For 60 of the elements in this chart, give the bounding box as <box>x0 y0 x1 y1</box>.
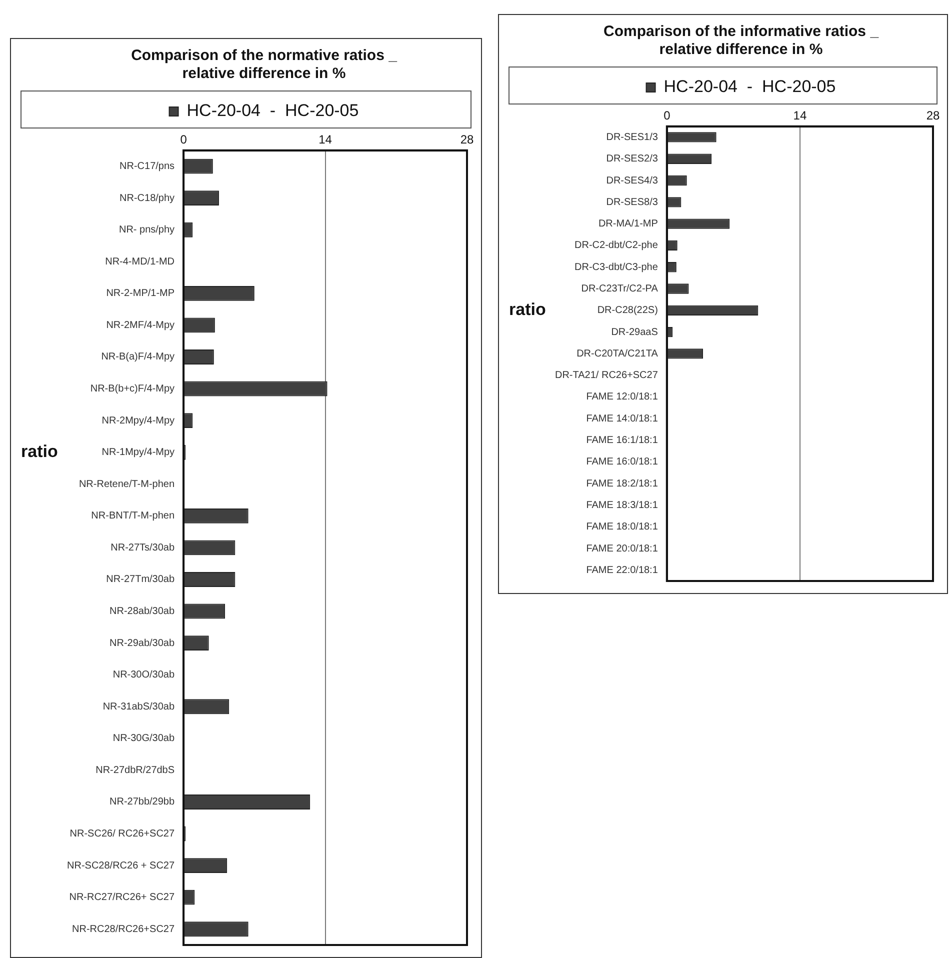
text: Comparison of the informative ratios _ <box>603 23 879 40</box>
y-tick-label: DR-SES1/3 <box>606 132 658 143</box>
y-tick-label: NR-2Mpy/4-Mpy <box>102 415 175 426</box>
y-tick-label: NR-RC27/RC26+ SC27 <box>69 892 175 904</box>
y-tick-label: DR-SES8/3 <box>606 196 658 208</box>
y-tick-label: DR-C20TA/C21TA <box>576 348 658 360</box>
y-tick-label: DR-C2-dbt/C2-phe <box>574 240 658 252</box>
y-tick-label: NR-28ab/30ab <box>109 606 175 618</box>
y-tick-label: NR-4-MD/1-MD <box>105 256 175 268</box>
y-tick-label: NR-2-MP/1-MP <box>106 288 175 300</box>
y-tick-label: NR- pns/phy <box>118 224 175 236</box>
y-tick-label: NR-BNT/T-M-phen <box>91 510 175 522</box>
y-tick-label: DR-SES4/3 <box>606 175 658 186</box>
text: relative difference in % <box>182 65 346 82</box>
legend-label: HC-20-04 - HC-20-05 <box>186 101 359 120</box>
y-tick-label: NR-27Tm/30ab <box>106 574 175 586</box>
y-tick-label: DR-C3-dbt/C3-phe <box>574 262 658 273</box>
text: relative difference in % <box>659 41 823 58</box>
y-tick-label: DR-C23Tr/C2-PA <box>581 284 658 295</box>
x-tick-label: 28 <box>926 108 940 123</box>
y-tick-label: NR-SC26/ RC26+SC27 <box>70 828 175 840</box>
y-tick-label: NR-31abS/30ab <box>102 701 175 712</box>
y-tick-label: DR-C28(22S) <box>597 305 658 316</box>
y-tick-label: NR-27dbR/27dbS <box>96 764 175 776</box>
y-tick-label: FAME 18:3/18:1 <box>586 500 658 511</box>
y-axis-title: ratio <box>21 442 58 462</box>
y-tick-label: FAME 16:1/18:1 <box>586 435 658 446</box>
y-tick-label: NR-C17/pns <box>120 161 175 172</box>
y-tick-label: NR-B(b+c)F/4-Mpy <box>90 384 175 395</box>
text: Comparison of the normative ratios _ <box>131 47 397 64</box>
x-tick-label: 0 <box>664 108 671 123</box>
y-tick-label: DR-29aaS <box>611 326 658 338</box>
y-tick-label: DR-TA21/ RC26+SC27 <box>554 370 658 382</box>
y-tick-label: DR-SES2/3 <box>606 154 658 165</box>
x-tick-label: 0 <box>180 132 188 147</box>
y-tick-label: NR-2MF/4-Mpy <box>106 320 175 331</box>
y-tick-label: NR-27Ts/30ab <box>110 542 175 554</box>
y-tick-label: NR-RC28/RC26+SC27 <box>72 924 175 935</box>
y-tick-label: FAME 12:0/18:1 <box>586 392 658 403</box>
y-tick-label: NR-B(a)F/4-Mpy <box>101 352 175 363</box>
y-tick-label: NR-Retene/T-M-phen <box>78 478 175 490</box>
x-tick-label: 14 <box>793 108 807 123</box>
y-tick-label: NR-1Mpy/4-Mpy <box>102 447 175 458</box>
y-tick-label: FAME 14:0/18:1 <box>586 413 658 424</box>
y-tick-label: NR-27bb/29bb <box>109 796 175 808</box>
y-tick-label: FAME 20:0/18:1 <box>586 543 658 554</box>
y-tick-label: DR-MA/1-MP <box>598 218 658 230</box>
y-tick-label: FAME 16:0/18:1 <box>586 456 658 468</box>
y-tick-label: FAME 22:0/18:1 <box>586 564 658 576</box>
y-tick-label: FAME 18:0/18:1 <box>586 522 658 533</box>
y-tick-label: NR-29ab/30ab <box>109 638 175 649</box>
y-tick-label: NR-SC28/RC26 + SC27 <box>66 860 175 872</box>
y-axis-title: ratio <box>509 300 546 320</box>
x-tick-label: 28 <box>460 132 474 147</box>
legend-label: HC-20-04 - HC-20-05 <box>664 77 836 96</box>
y-tick-label: FAME 18:2/18:1 <box>586 478 658 490</box>
x-tick-label: 14 <box>318 132 332 147</box>
y-tick-label: NR-30O/30ab <box>112 670 175 681</box>
y-tick-label: NR-30G/30ab <box>112 733 175 744</box>
y-tick-label: NR-C18/phy <box>120 192 175 204</box>
